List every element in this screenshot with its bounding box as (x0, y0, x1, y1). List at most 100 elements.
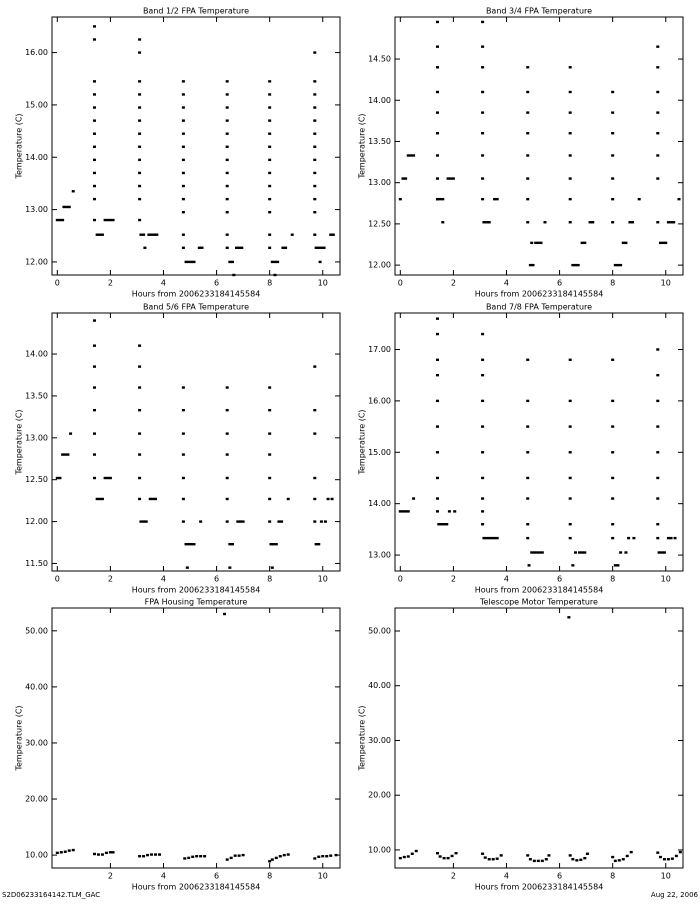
y-tick-label: 12.00 (25, 517, 48, 526)
data-point (568, 177, 572, 180)
data-point (624, 551, 628, 554)
data-point (678, 850, 682, 854)
data-point (406, 855, 410, 858)
data-point (446, 856, 450, 860)
data-point (181, 132, 185, 135)
data-point (92, 386, 96, 389)
data-point (290, 233, 294, 236)
x-tick-label: 4 (504, 575, 509, 584)
data-point (543, 221, 547, 224)
data-point (181, 520, 185, 523)
data-point (138, 38, 142, 41)
y-tick-label: 16.00 (25, 48, 48, 57)
data-point (624, 241, 628, 245)
data-point (438, 855, 442, 858)
data-point (588, 221, 592, 224)
chart-title: Telescope Motor Temperature (479, 598, 598, 607)
data-point (611, 111, 615, 114)
data-point (481, 373, 485, 377)
data-point (481, 90, 485, 94)
data-point (435, 45, 439, 48)
data-point (528, 263, 532, 267)
data-point (92, 408, 96, 412)
data-point (138, 344, 142, 347)
data-point (237, 246, 241, 249)
data-point (184, 260, 188, 264)
data-point (661, 241, 665, 245)
data-point (580, 551, 584, 554)
x-tick-label: 8 (610, 575, 615, 584)
y-tick-label: 12.50 (25, 475, 48, 484)
y-axis-label: Temperature (C) (15, 705, 24, 771)
data-point (152, 233, 156, 236)
data-point (139, 233, 143, 236)
data-point (106, 476, 110, 480)
data-point (435, 317, 439, 320)
data-point (669, 536, 673, 540)
data-point (481, 132, 485, 135)
data-point (576, 263, 580, 267)
data-point (228, 542, 232, 546)
data-point (195, 855, 199, 858)
data-point (138, 184, 142, 188)
data-point (313, 51, 317, 54)
data-point (487, 221, 491, 224)
data-point (536, 859, 540, 863)
data-point (531, 263, 535, 267)
data-point (435, 451, 439, 454)
data-point (481, 111, 485, 114)
data-point (106, 218, 110, 222)
data-point (611, 154, 615, 157)
data-point (410, 852, 414, 855)
data-point (313, 132, 317, 135)
data-point (103, 218, 107, 222)
data-point (568, 90, 572, 94)
data-point (441, 197, 445, 201)
data-point (232, 273, 236, 277)
data-point (402, 855, 406, 859)
data-point (240, 246, 244, 249)
data-point (192, 260, 196, 264)
data-point (225, 184, 229, 188)
data-point (611, 536, 615, 540)
plot-frame (394, 16, 684, 276)
data-point (439, 523, 443, 526)
data-point (225, 858, 229, 861)
data-point (571, 858, 575, 861)
data-point (583, 241, 587, 245)
data-point (225, 246, 229, 249)
data-point (104, 851, 108, 855)
data-point (493, 536, 497, 540)
data-point (481, 523, 485, 526)
data-point (611, 90, 615, 94)
data-point (526, 221, 530, 224)
data-point (313, 171, 317, 175)
data-point (481, 332, 485, 336)
data-point (571, 263, 575, 267)
data-point (233, 854, 237, 857)
data-point (526, 154, 530, 157)
data-point (435, 399, 439, 403)
data-point (313, 119, 317, 122)
y-tick-label: 50.00 (25, 626, 48, 635)
data-point (404, 510, 408, 513)
data-point (656, 221, 660, 224)
data-point (656, 476, 660, 480)
y-tick-label: 14.00 (368, 96, 391, 105)
data-point (225, 171, 229, 175)
x-axis-label: Hours from 2006233184145584 (475, 883, 604, 892)
data-point (435, 154, 439, 157)
data-point (234, 246, 238, 249)
footer-file: S2D06233164142.TLM_GAC (2, 891, 100, 899)
data-point (526, 523, 530, 526)
data-point (274, 542, 278, 546)
data-point (526, 90, 530, 94)
y-tick-label: 15.00 (368, 448, 391, 457)
data-point (61, 453, 65, 456)
plot-frame (51, 607, 341, 869)
data-point (55, 218, 59, 222)
data-point (672, 221, 676, 224)
data-point (568, 66, 572, 69)
x-tick-label: 4 (161, 872, 166, 881)
data-point (317, 246, 321, 249)
